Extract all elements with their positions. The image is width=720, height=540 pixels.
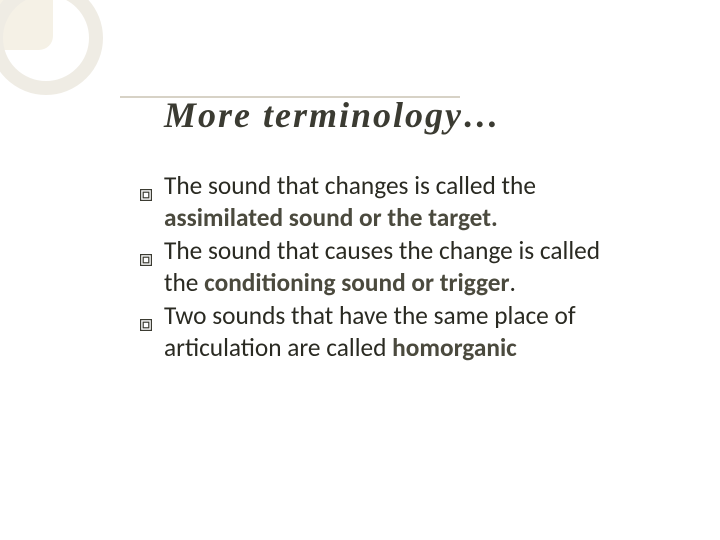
- bullet-list: The sound that changes is called the ass…: [140, 170, 640, 364]
- slide-title-underline: [120, 96, 460, 98]
- bold-run: homorganic: [392, 332, 517, 363]
- deco-ring: [0, 0, 96, 88]
- plain-run: The sound that changes is called the: [164, 170, 536, 201]
- bullet-text: The sound that changes is called the ass…: [164, 170, 640, 235]
- plain-run: .: [510, 267, 516, 298]
- bullet-icon: [140, 177, 152, 209]
- bold-run: assimilated sound or the target.: [164, 202, 498, 233]
- slide: More terminology… The sound that changes…: [0, 0, 720, 540]
- list-item: The sound that changes is called the ass…: [140, 170, 640, 235]
- list-item: Two sounds that have the same place of a…: [140, 300, 640, 365]
- list-item: The sound that causes the change is call…: [140, 235, 640, 300]
- corner-decoration: [0, 0, 120, 120]
- bold-run: conditioning sound or trigger: [204, 267, 509, 298]
- deco-square: [0, 0, 53, 50]
- slide-title: More terminology…: [120, 52, 501, 178]
- bullet-icon: [140, 242, 152, 274]
- bullet-icon: [140, 307, 152, 339]
- slide-title-text: More terminology…: [164, 95, 501, 135]
- bullet-text: Two sounds that have the same place of a…: [164, 300, 640, 365]
- bullet-text: The sound that causes the change is call…: [164, 235, 640, 300]
